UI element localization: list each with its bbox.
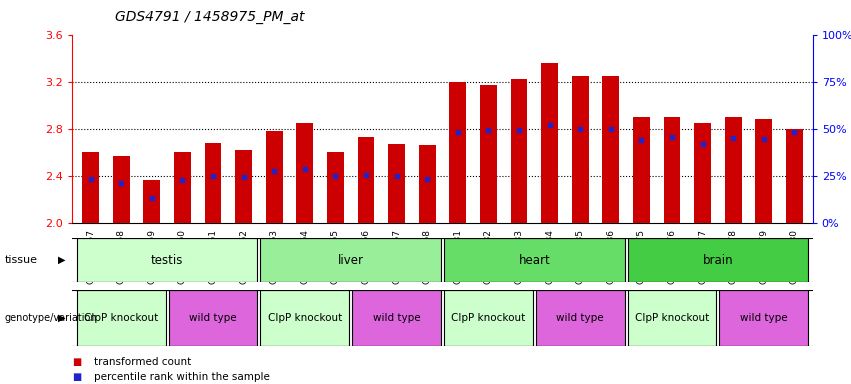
Bar xyxy=(260,290,349,346)
Text: ClpP knockout: ClpP knockout xyxy=(268,313,342,323)
Bar xyxy=(627,290,717,346)
Bar xyxy=(113,156,129,223)
Bar xyxy=(511,79,528,223)
Bar xyxy=(725,117,741,223)
Text: genotype/variation: genotype/variation xyxy=(4,313,97,323)
Text: ClpP knockout: ClpP knockout xyxy=(451,313,526,323)
Bar xyxy=(719,290,808,346)
Bar xyxy=(204,143,221,223)
Bar xyxy=(756,119,772,223)
Bar xyxy=(388,144,405,223)
Text: wild type: wild type xyxy=(373,313,420,323)
Bar xyxy=(83,152,99,223)
Bar xyxy=(174,152,191,223)
Bar xyxy=(296,123,313,223)
Bar xyxy=(352,290,441,346)
Bar xyxy=(444,290,533,346)
Bar xyxy=(327,152,344,223)
Text: wild type: wild type xyxy=(189,313,237,323)
Bar xyxy=(357,137,374,223)
Text: ■: ■ xyxy=(72,357,82,367)
Bar xyxy=(786,129,802,223)
Text: transformed count: transformed count xyxy=(94,357,191,367)
Text: tissue: tissue xyxy=(4,255,37,265)
Bar xyxy=(235,150,252,223)
Text: ClpP knockout: ClpP knockout xyxy=(635,313,709,323)
Text: ■: ■ xyxy=(72,372,82,382)
Bar xyxy=(603,76,620,223)
Text: ▶: ▶ xyxy=(59,313,66,323)
Text: wild type: wild type xyxy=(740,313,787,323)
Bar xyxy=(541,63,558,223)
Bar xyxy=(572,76,589,223)
Bar xyxy=(260,238,441,282)
Bar xyxy=(168,290,257,346)
Bar xyxy=(77,238,257,282)
Text: heart: heart xyxy=(518,254,551,266)
Text: brain: brain xyxy=(703,254,734,266)
Bar xyxy=(627,238,808,282)
Bar xyxy=(536,290,625,346)
Bar xyxy=(266,131,283,223)
Bar xyxy=(77,290,166,346)
Text: ▶: ▶ xyxy=(59,255,66,265)
Text: ClpP knockout: ClpP knockout xyxy=(84,313,158,323)
Bar xyxy=(419,145,436,223)
Bar xyxy=(444,238,625,282)
Bar xyxy=(449,82,466,223)
Bar xyxy=(144,180,160,223)
Text: GDS4791 / 1458975_PM_at: GDS4791 / 1458975_PM_at xyxy=(115,10,305,23)
Text: liver: liver xyxy=(338,254,363,266)
Bar xyxy=(664,117,681,223)
Text: percentile rank within the sample: percentile rank within the sample xyxy=(94,372,270,382)
Text: testis: testis xyxy=(151,254,183,266)
Bar xyxy=(694,123,711,223)
Text: wild type: wild type xyxy=(557,313,604,323)
Bar xyxy=(633,117,650,223)
Bar xyxy=(480,85,497,223)
